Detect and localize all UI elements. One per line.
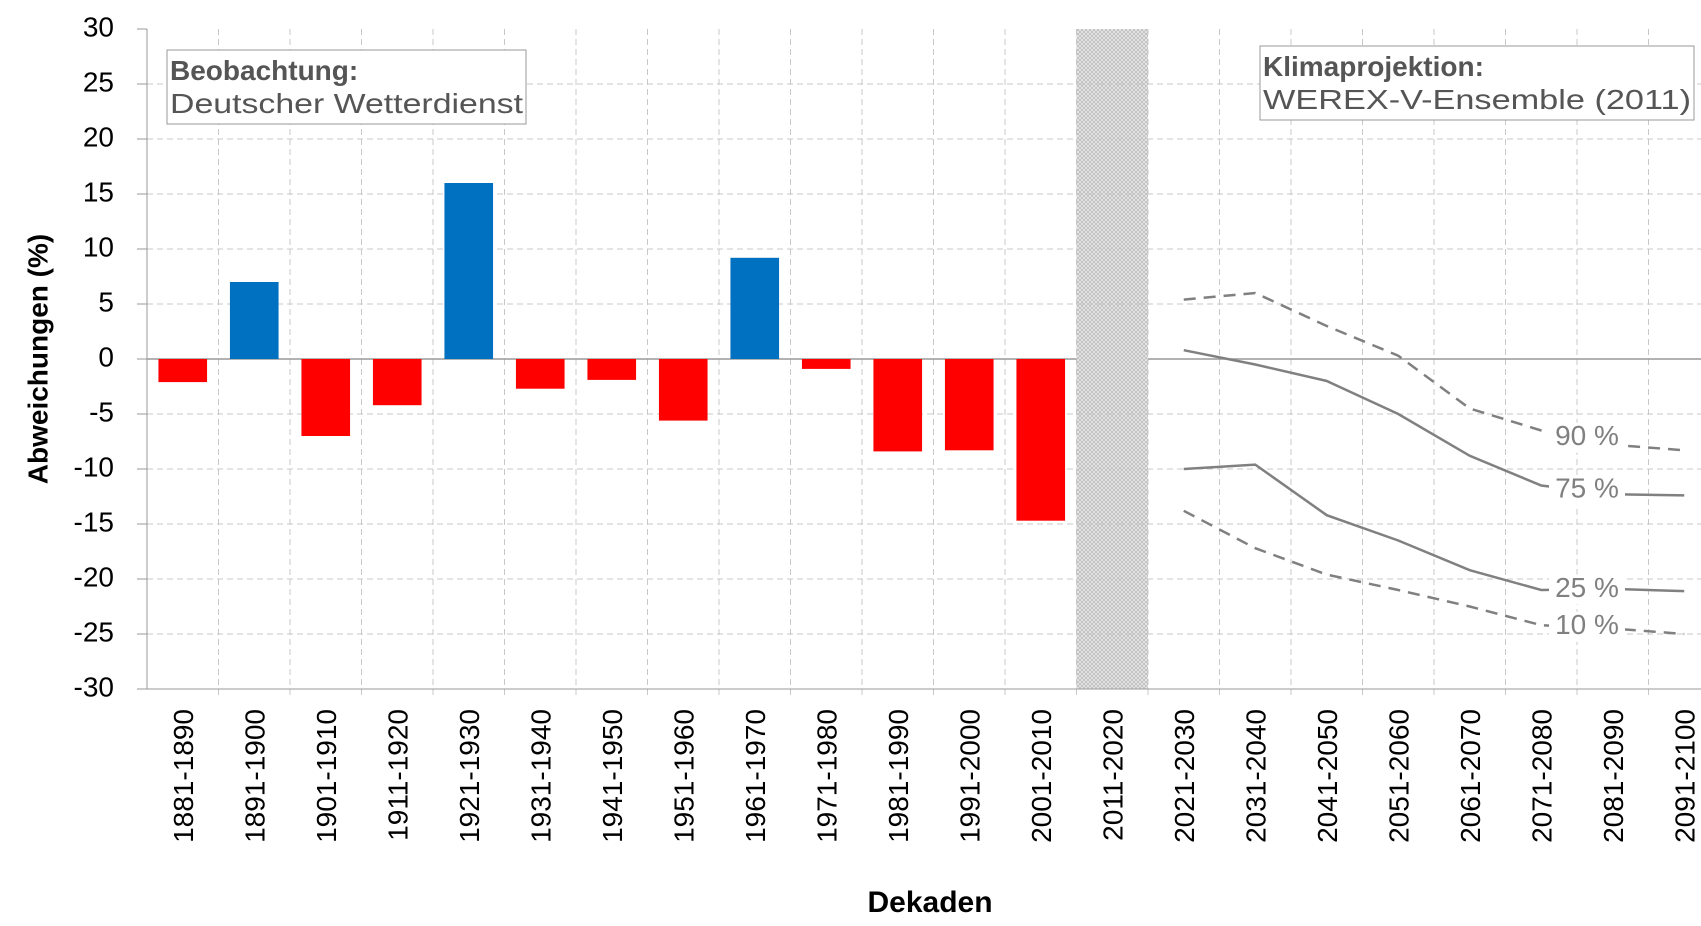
x-tick-label: 1901-1910 — [311, 709, 342, 843]
projection-line — [1183, 509, 1685, 636]
y-tick-label: 0 — [98, 341, 114, 372]
x-tick-label: 1971-1980 — [811, 709, 842, 843]
line-label-bg — [1549, 574, 1625, 605]
y-tick-label: 15 — [83, 176, 114, 207]
bar — [515, 359, 565, 389]
y-tick-label: 20 — [83, 121, 114, 152]
x-tick-label: 2051-2060 — [1383, 709, 1414, 843]
x-tick-label: 2021-2030 — [1169, 709, 1200, 843]
bar — [587, 359, 637, 380]
x-tick-label: 1891-1900 — [239, 709, 270, 843]
y-tick-label: 25 — [83, 66, 114, 97]
x-tick-label: 1991-2000 — [954, 709, 985, 843]
projection-line — [1183, 291, 1685, 452]
line-label: 10 % — [1555, 609, 1619, 640]
bar — [873, 359, 923, 452]
x-tick-label: 2061-2070 — [1455, 709, 1486, 843]
x-tick-label: 2031-2040 — [1240, 709, 1271, 843]
annotation-text: Deutscher Wetterdienst — [170, 88, 523, 119]
line-label-bg — [1549, 422, 1625, 453]
y-tick-label: 5 — [98, 286, 114, 317]
annotation-box — [1259, 45, 1695, 121]
bar — [372, 359, 422, 406]
x-tick-label: 1911-1920 — [382, 709, 413, 841]
y-tick-label: -25 — [74, 616, 114, 647]
y-tick-label: 10 — [83, 231, 114, 262]
bar — [801, 359, 851, 369]
annotation-box — [166, 49, 527, 125]
bar — [1016, 359, 1066, 521]
bar — [301, 359, 351, 436]
x-tick-label: 1961-1970 — [740, 709, 771, 843]
bar — [730, 257, 780, 359]
x-tick-label: 1881-1890 — [168, 709, 199, 843]
x-tick-label: 1921-1930 — [454, 709, 485, 843]
bar — [944, 359, 994, 451]
x-tick-label: 1951-1960 — [668, 709, 699, 843]
line-label: 90 % — [1555, 420, 1619, 451]
x-tick-label: 2011-2020 — [1097, 709, 1128, 841]
bar — [158, 359, 208, 383]
line-label: 25 % — [1555, 572, 1619, 603]
y-tick-label: -10 — [74, 451, 114, 482]
bar — [444, 183, 494, 359]
annotation-title: Klimaprojektion: — [1263, 51, 1484, 82]
x-tick-label: 2071-2080 — [1526, 709, 1557, 843]
line-label-bg — [1549, 474, 1625, 505]
y-axis-label: Abweichungen (%) — [22, 234, 53, 484]
x-tick-label: 2081-2090 — [1598, 709, 1629, 843]
y-tick-label: -20 — [74, 561, 114, 592]
line-label: 75 % — [1555, 472, 1619, 503]
annotation-title: Beobachtung: — [170, 55, 358, 86]
y-tick-label: 30 — [83, 11, 114, 42]
y-tick-label: -15 — [74, 506, 114, 537]
x-tick-label: 1941-1950 — [597, 709, 628, 843]
bar — [229, 282, 279, 359]
y-tick-label: -5 — [89, 396, 114, 427]
x-tick-label: 2041-2050 — [1312, 709, 1343, 843]
bar — [658, 359, 708, 421]
line-label-bg — [1549, 611, 1625, 642]
no-data-region — [1076, 29, 1148, 689]
x-tick-label: 2091-2100 — [1669, 709, 1700, 843]
annotation-text: WEREX-V-Ensemble (2011) — [1263, 84, 1691, 115]
x-axis-label: Dekaden — [867, 886, 992, 919]
x-tick-label: 2001-2010 — [1026, 709, 1057, 843]
x-tick-label: 1931-1940 — [525, 709, 556, 843]
x-tick-label: 1981-1990 — [883, 709, 914, 843]
y-tick-label: -30 — [74, 671, 114, 702]
